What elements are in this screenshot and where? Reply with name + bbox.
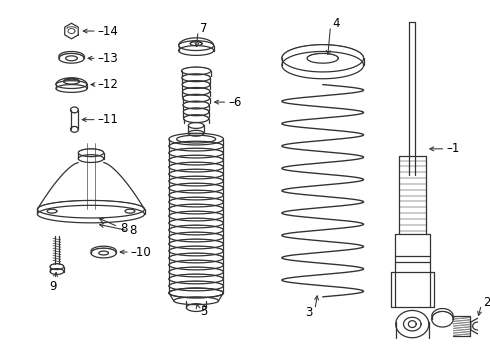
Text: 7: 7	[200, 22, 208, 35]
Text: –14: –14	[98, 24, 119, 37]
Text: –6: –6	[228, 96, 242, 109]
Text: –12: –12	[98, 78, 119, 91]
Text: 4: 4	[332, 17, 340, 30]
Text: –10: –10	[131, 246, 151, 258]
Text: 8: 8	[129, 224, 136, 237]
Text: 3: 3	[306, 306, 313, 319]
Text: 9: 9	[49, 280, 57, 293]
Text: 8: 8	[120, 222, 127, 235]
Text: –1: –1	[446, 142, 460, 156]
Text: –13: –13	[98, 52, 119, 65]
Text: –11: –11	[98, 113, 119, 126]
Text: 5: 5	[200, 305, 207, 318]
Text: 2: 2	[483, 296, 490, 309]
